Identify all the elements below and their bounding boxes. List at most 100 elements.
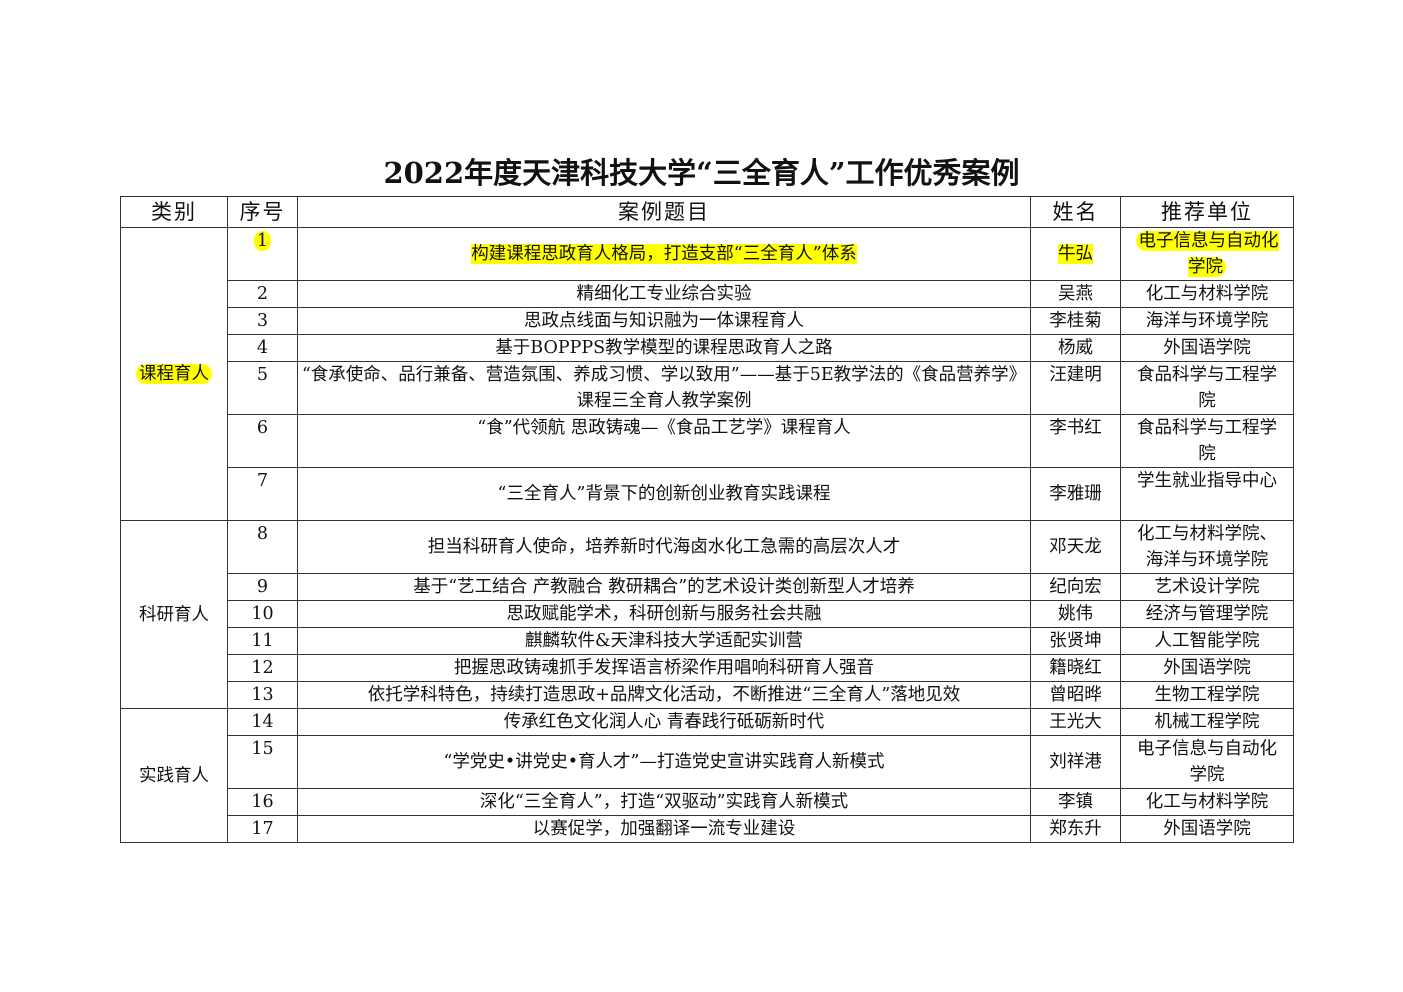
case-number: 14 <box>251 712 274 732</box>
number-cell: 17 <box>227 815 298 843</box>
person-name: 汪建明 <box>1049 365 1102 385</box>
title-cell: “食”代领航 思政铸魂—《食品工艺学》课程育人 <box>297 414 1031 468</box>
number-cell: 16 <box>227 788 298 816</box>
name-cell: 牛弘 <box>1030 227 1121 281</box>
recommending-unit: 外国语学院 <box>1163 819 1251 839</box>
number-cell: 12 <box>227 654 298 682</box>
case-title: 基于“艺工结合 产教融合 教研耦合”的艺术设计类创新型人才培养 <box>413 577 915 597</box>
name-cell: 郑东升 <box>1030 815 1121 843</box>
header-title: 案例题目 <box>297 196 1031 228</box>
case-number: 6 <box>256 418 269 438</box>
name-cell: 李桂菊 <box>1030 307 1121 335</box>
name-cell: 姚伟 <box>1030 600 1121 628</box>
person-name: 郑东升 <box>1049 819 1102 839</box>
title-cell: 依托学科特色，持续打造思政+品牌文化活动，不断推进“三全育人”落地见效 <box>297 681 1031 709</box>
table-row: 4 基于BOPPPS教学模型的课程思政育人之路 杨威 外国语学院 <box>121 334 1294 362</box>
case-title: 担当科研育人使命，培养新时代海卤水化工急需的高层次人才 <box>427 537 901 557</box>
category-cell: 实践育人 <box>120 708 228 843</box>
table-row: 13 依托学科特色，持续打造思政+品牌文化活动，不断推进“三全育人”落地见效 曾昭晔… <box>121 681 1294 709</box>
case-number: 2 <box>256 284 269 304</box>
table-row: 16 深化“三全育人”，打造“双驱动”实践育人新模式 李镇 化工与材料学院 <box>121 788 1294 816</box>
unit-cell: 学生就业指导中心 <box>1120 467 1294 521</box>
name-cell: 邓天龙 <box>1030 520 1121 574</box>
case-number: 11 <box>251 631 274 651</box>
category-cell: 科研育人 <box>120 520 228 709</box>
page-title: 2022年度天津科技大学“三全育人”工作优秀案例 <box>383 156 1020 190</box>
case-number: 7 <box>256 471 269 491</box>
recommending-unit: 海洋与环境学院 <box>1145 311 1269 331</box>
unit-cell: 外国语学院 <box>1120 654 1294 682</box>
number-cell: 4 <box>227 334 298 362</box>
person-name: 吴燕 <box>1058 284 1093 304</box>
person-name: 王光大 <box>1049 712 1102 732</box>
title-cell: 思政赋能学术，科研创新与服务社会共融 <box>297 600 1031 628</box>
case-title: “三全育人”背景下的创新创业教育实践课程 <box>497 484 831 504</box>
title-cell: 传承红色文化润人心 青春践行砥砺新时代 <box>297 708 1031 736</box>
unit-cell: 电子信息与自动化学院 <box>1120 227 1294 281</box>
unit-cell: 经济与管理学院 <box>1120 600 1294 628</box>
recommending-unit: 外国语学院 <box>1163 338 1251 358</box>
recommending-unit: 学生就业指导中心 <box>1137 471 1277 491</box>
unit-cell: 机械工程学院 <box>1120 708 1294 736</box>
title-cell: 基于“艺工结合 产教融合 教研耦合”的艺术设计类创新型人才培养 <box>297 573 1031 601</box>
case-title: 把握思政铸魂抓手发挥语言桥梁作用唱响科研育人强音 <box>454 658 874 678</box>
unit-cell: 外国语学院 <box>1120 334 1294 362</box>
header-unit: 推荐单位 <box>1120 196 1294 228</box>
category-label: 科研育人 <box>139 604 209 625</box>
table-row: 6 “食”代领航 思政铸魂—《食品工艺学》课程育人 李书红 食品科学与工程学院 <box>121 414 1294 468</box>
table-row: 17 以赛促学，加强翻译一流专业建设 郑东升 外国语学院 <box>121 815 1294 843</box>
person-name: 张贤坤 <box>1049 631 1102 651</box>
number-cell: 10 <box>227 600 298 628</box>
case-title: 精细化工专业综合实验 <box>576 284 752 304</box>
name-cell: 刘祥港 <box>1030 735 1121 789</box>
title-cell: “学党史•讲党史•育人才”—打造党史宣讲实践育人新模式 <box>297 735 1031 789</box>
title-cell: “三全育人”背景下的创新创业教育实践课程 <box>297 467 1031 521</box>
table-row: 课程育人 1 构建课程思政育人格局，打造支部“三全育人”体系 牛弘 电子信息与自动化学院 <box>120 227 1294 521</box>
case-number: 4 <box>256 338 269 358</box>
case-title: “学党史•讲党史•育人才”—打造党史宣讲实践育人新模式 <box>443 752 885 772</box>
person-name: 牛弘 <box>1058 244 1093 264</box>
number-cell: 15 <box>227 735 298 789</box>
name-cell: 李书红 <box>1030 414 1121 468</box>
unit-cell: 化工与材料学院 <box>1120 788 1294 816</box>
case-number: 15 <box>251 739 274 759</box>
person-name: 纪向宏 <box>1049 577 1102 597</box>
case-title: 麒麟软件&天津科技大学适配实训营 <box>524 631 804 651</box>
name-cell: 吴燕 <box>1030 280 1121 308</box>
table-row: 10 思政赋能学术，科研创新与服务社会共融 姚伟 经济与管理学院 <box>121 600 1294 628</box>
recommending-unit: 生物工程学院 <box>1154 685 1260 705</box>
number-cell: 3 <box>227 307 298 335</box>
table-row: 12 把握思政铸魂抓手发挥语言桥梁作用唱响科研育人强音 籍晓红 外国语学院 <box>121 654 1294 682</box>
unit-cell: 外国语学院 <box>1120 815 1294 843</box>
case-title: “食承使命、品行兼备、营造氛围、养成习惯、学以致用”——基于5E教学法的《食品营… <box>301 365 1027 411</box>
category-label: 实践育人 <box>139 765 209 786</box>
case-number: 16 <box>251 792 274 812</box>
number-cell: 9 <box>227 573 298 601</box>
title-cell: 精细化工专业综合实验 <box>297 280 1031 308</box>
title-cell: 思政点线面与知识融为一体课程育人 <box>297 307 1031 335</box>
recommending-unit: 电子信息与自动化学院 <box>1137 739 1277 785</box>
case-number: 9 <box>256 577 269 597</box>
title-cell: 把握思政铸魂抓手发挥语言桥梁作用唱响科研育人强音 <box>297 654 1031 682</box>
person-name: 李雅珊 <box>1049 484 1102 504</box>
cases-table: 类别 序号 案例题目 姓名 推荐单位 课程育人 1 构建课程思政育人格局，打造支部“… <box>120 196 1294 843</box>
unit-cell: 电子信息与自动化学院 <box>1120 735 1294 789</box>
category-cell: 课程育人 <box>120 227 228 521</box>
recommending-unit: 人工智能学院 <box>1154 631 1260 651</box>
name-cell: 曾昭晔 <box>1030 681 1121 709</box>
case-title: 以赛促学，加强翻译一流专业建设 <box>532 819 796 839</box>
recommending-unit: 食品科学与工程学院 <box>1137 365 1277 411</box>
recommending-unit: 化工与材料学院 <box>1145 284 1269 304</box>
table-row: 9 基于“艺工结合 产教融合 教研耦合”的艺术设计类创新型人才培养 纪向宏 艺术设计学… <box>121 573 1294 601</box>
recommending-unit: 化工与材料学院 <box>1145 792 1269 812</box>
person-name: 杨威 <box>1058 338 1093 358</box>
table-row: 7 “三全育人”背景下的创新创业教育实践课程 李雅珊 学生就业指导中心 <box>121 467 1294 521</box>
unit-cell: 生物工程学院 <box>1120 681 1294 709</box>
title-cell: “食承使命、品行兼备、营造氛围、养成习惯、学以致用”——基于5E教学法的《食品营… <box>297 361 1031 415</box>
number-cell: 7 <box>227 467 298 521</box>
title-cell: 构建课程思政育人格局，打造支部“三全育人”体系 <box>297 227 1031 281</box>
header-category: 类别 <box>120 196 228 228</box>
unit-cell: 食品科学与工程学院 <box>1120 414 1294 468</box>
title-cell: 担当科研育人使命，培养新时代海卤水化工急需的高层次人才 <box>297 520 1031 574</box>
name-cell: 汪建明 <box>1030 361 1121 415</box>
